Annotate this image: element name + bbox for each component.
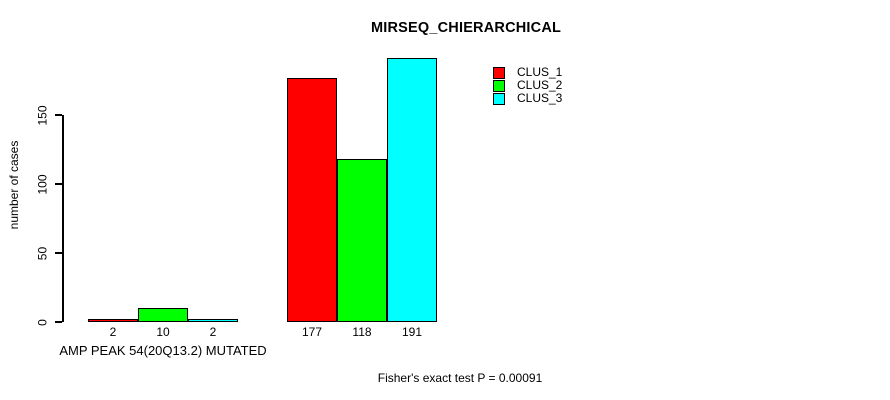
x-axis-title: AMP PEAK 54(20Q13.2) MUTATED — [59, 343, 267, 358]
y-axis-tick — [55, 321, 62, 323]
y-axis-tick — [55, 114, 62, 116]
legend-label: CLUS_1 — [517, 65, 563, 79]
chart-title: MIRSEQ_CHIERARCHICAL — [370, 20, 562, 36]
bar-value-label: 2 — [209, 325, 217, 339]
legend-label: CLUS_2 — [517, 78, 563, 92]
legend: CLUS_1 CLUS_2 CLUS_3 — [493, 66, 562, 105]
bar-clus_3-group2 — [387, 58, 437, 322]
legend-swatch — [493, 66, 505, 79]
bar-value-label: 2 — [109, 325, 117, 339]
legend-label: CLUS_3 — [517, 91, 563, 105]
legend-item-clus_1: CLUS_1 — [493, 66, 562, 79]
y-axis-tick-label: 100 — [35, 173, 50, 195]
bar-clus_2-group2 — [337, 159, 387, 322]
bar-clus_1-group1 — [88, 319, 138, 322]
annotation-text: Fisher's exact test P = 0.00091 — [377, 371, 543, 385]
bar-clus_2-group1 — [138, 308, 188, 322]
bar-value-label: 177 — [301, 325, 323, 339]
y-axis-title: number of cases — [7, 140, 21, 230]
legend-item-clus_2: CLUS_2 — [493, 79, 562, 92]
bar-value-label: 191 — [401, 325, 423, 339]
bar-clus_1-group2 — [287, 77, 337, 322]
bar-value-label: 10 — [156, 325, 170, 339]
y-axis-tick-label: 50 — [35, 246, 50, 260]
bar-clus_3-group1 — [188, 319, 238, 322]
y-axis-tick — [55, 183, 62, 185]
y-axis-tick — [55, 252, 62, 254]
legend-swatch — [493, 92, 505, 105]
y-axis-tick-label: 0 — [35, 318, 50, 326]
y-axis-line — [62, 115, 64, 322]
y-axis-tick-label: 150 — [35, 104, 50, 126]
bar-value-label: 118 — [352, 325, 372, 339]
legend-item-clus_3: CLUS_3 — [493, 92, 562, 105]
legend-swatch — [493, 79, 505, 92]
